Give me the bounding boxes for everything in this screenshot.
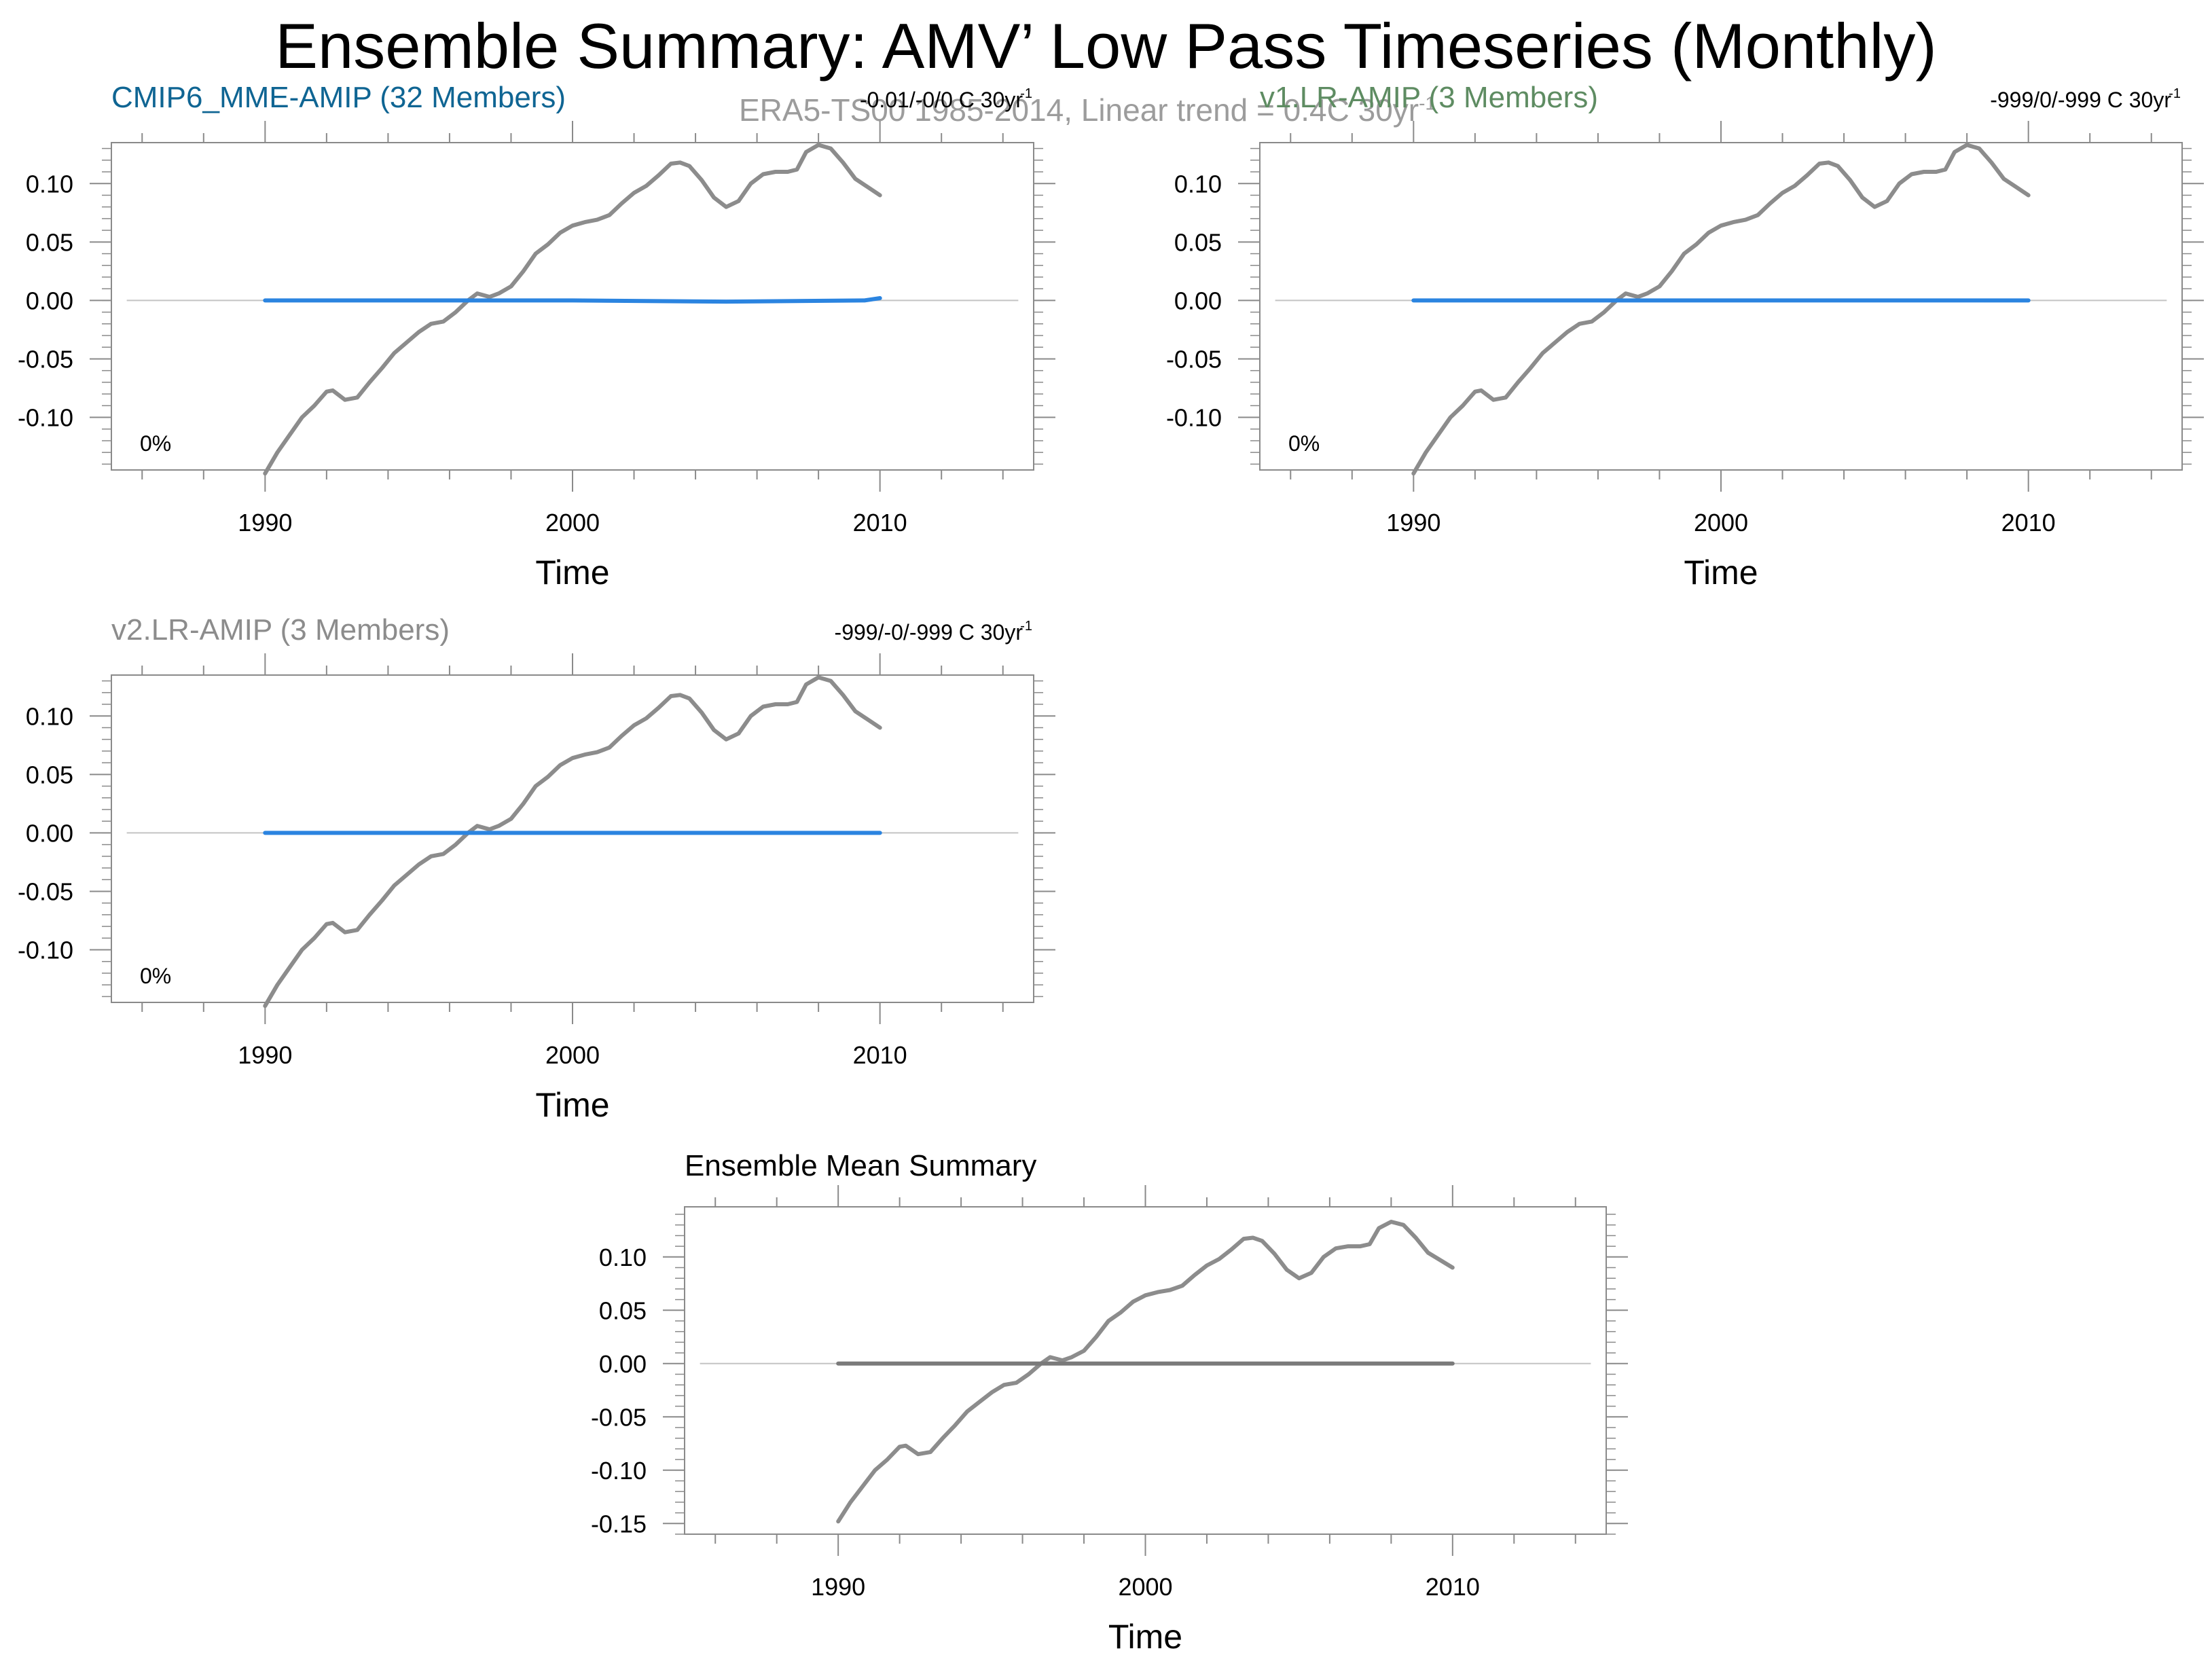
panel-middle-left-trend-sup: -1 (1020, 619, 1032, 634)
panel-middle-left: 1990 2000 2010 Time 0.10 0.05 0.00 -0.05 -0.10 v2… (18, 613, 1055, 1124)
panel-top-right-ytick-label: 0.00 (1174, 287, 1222, 314)
panel-bottom-xtick-label: 2000 (1118, 1573, 1172, 1601)
panel-top-left-ytick-label: -0.05 (18, 345, 73, 373)
panel-top-left-percent-label: 0% (140, 431, 171, 456)
panel-bottom-ytick-label: -0.15 (591, 1510, 647, 1538)
panel-bottom-ytick-label: 0.05 (599, 1296, 647, 1324)
panel-top-right-xlabel: Time (1684, 553, 1758, 592)
panel-top-left-trend-label: -0.01/-0/0 C 30yr (860, 88, 1023, 112)
panel-top-left-ytick-label: -0.10 (18, 404, 73, 432)
panel-top-left-title: CMIP6_MME-AMIP (32 Members) (111, 81, 566, 114)
observation-subtitle: ERA5-TS00 1985-2014, Linear trend = 0.4C… (739, 92, 1436, 128)
panel-middle-left-ytick-label: -0.10 (18, 937, 73, 964)
panel-top-left-ytick-label: 0.10 (26, 170, 73, 198)
panel-bottom-xtick-label: 2010 (1426, 1573, 1480, 1601)
panel-top-left-frame (111, 142, 1034, 471)
panel-middle-left-ytick-label: 0.00 (26, 819, 73, 847)
panel-middle-left-percent-label: 0% (140, 964, 171, 988)
panel-middle-left-xtick-label: 2000 (545, 1041, 600, 1069)
panel-bottom: 1990 2000 2010 Time 0.10 0.05 0.00 -0.05 -0.10 -0… (591, 1149, 1628, 1656)
observation-subtitle-text: ERA5-TS00 1985-2014, Linear trend = 0.4C… (739, 92, 1419, 128)
panel-middle-left-xlabel: Time (535, 1086, 609, 1124)
panel-middle-left-ytick-label: 0.05 (26, 761, 73, 788)
panel-top-left-series-observed (263, 143, 882, 476)
panel-bottom-ytick-label: -0.05 (591, 1403, 647, 1431)
panel-bottom-xtick-label: 1990 (811, 1573, 865, 1601)
figure-title: Ensemble Summary: AMV’ Low Pass Timeseri… (275, 10, 1937, 81)
panel-bottom-ytick-label: 0.00 (599, 1350, 647, 1378)
panel-middle-left-ytick-label: 0.10 (26, 702, 73, 730)
panel-top-right-ytick-label: -0.10 (1166, 404, 1222, 432)
panel-top-left-ytick-label: 0.05 (26, 228, 73, 256)
panel-middle-left-frame (111, 674, 1034, 1003)
panel-top-left-xlabel: Time (535, 553, 609, 592)
panel-top-left-xtick-label: 1990 (238, 509, 292, 537)
panel-top-right: 1990 2000 2010 Time 0.10 0.05 0.00 -0.05 -0.10 v1… (1166, 81, 2204, 592)
panel-bottom-xlabel: Time (1108, 1618, 1182, 1656)
panel-middle-left-ytick-label: -0.05 (18, 877, 73, 905)
panel-top-left-xtick-label: 2010 (853, 509, 907, 537)
panel-top-right-percent-label: 0% (1288, 431, 1320, 456)
panel-bottom-ytick-label: -0.10 (591, 1457, 647, 1485)
panel-top-right-ytick-label: 0.10 (1174, 170, 1222, 198)
panel-top-right-series-observed (1411, 143, 2031, 476)
panel-middle-left-xtick-label: 2010 (853, 1041, 907, 1069)
panel-bottom-title: Ensemble Mean Summary (685, 1149, 1036, 1182)
panel-top-right-xtick-label: 2010 (2001, 509, 2056, 537)
panel-top-left-xtick-label: 2000 (545, 509, 600, 537)
observation-subtitle-sup: -1 (1419, 92, 1436, 114)
panel-top-right-xtick-label: 2000 (1694, 509, 1748, 537)
panel-middle-left-xtick-label: 1990 (238, 1041, 292, 1069)
panel-top-right-trend-label: -999/0/-999 C 30yr (1990, 88, 2171, 112)
panel-middle-left-trend-label: -999/-0/-999 C 30yr (835, 620, 1023, 645)
panel-top-left-trend-sup: -1 (1020, 86, 1032, 101)
panel-middle-left-title: v2.LR-AMIP (3 Members) (111, 613, 450, 647)
panel-top-right-ytick-label: 0.05 (1174, 228, 1222, 256)
panel-top-left-series-model (263, 296, 882, 304)
panel-middle-left-series-observed (263, 675, 882, 1009)
panel-top-left: 1990 2000 2010 Time 0.10 0.05 0.00 -0.05 -0.10 CM… (18, 81, 1055, 592)
panel-top-left-ytick-label: 0.00 (26, 287, 73, 314)
panel-bottom-frame (684, 1206, 1607, 1535)
panel-top-right-frame (1259, 142, 2183, 471)
panel-top-right-title: v1.LR-AMIP (3 Members) (1260, 81, 1598, 114)
panel-bottom-ytick-label: 0.10 (599, 1244, 647, 1271)
panel-top-right-xtick-label: 1990 (1386, 509, 1440, 537)
panel-top-right-ytick-label: -0.05 (1166, 345, 1222, 373)
panel-top-right-trend-sup: -1 (2169, 86, 2181, 101)
panel-bottom-series-observed (836, 1220, 1455, 1524)
